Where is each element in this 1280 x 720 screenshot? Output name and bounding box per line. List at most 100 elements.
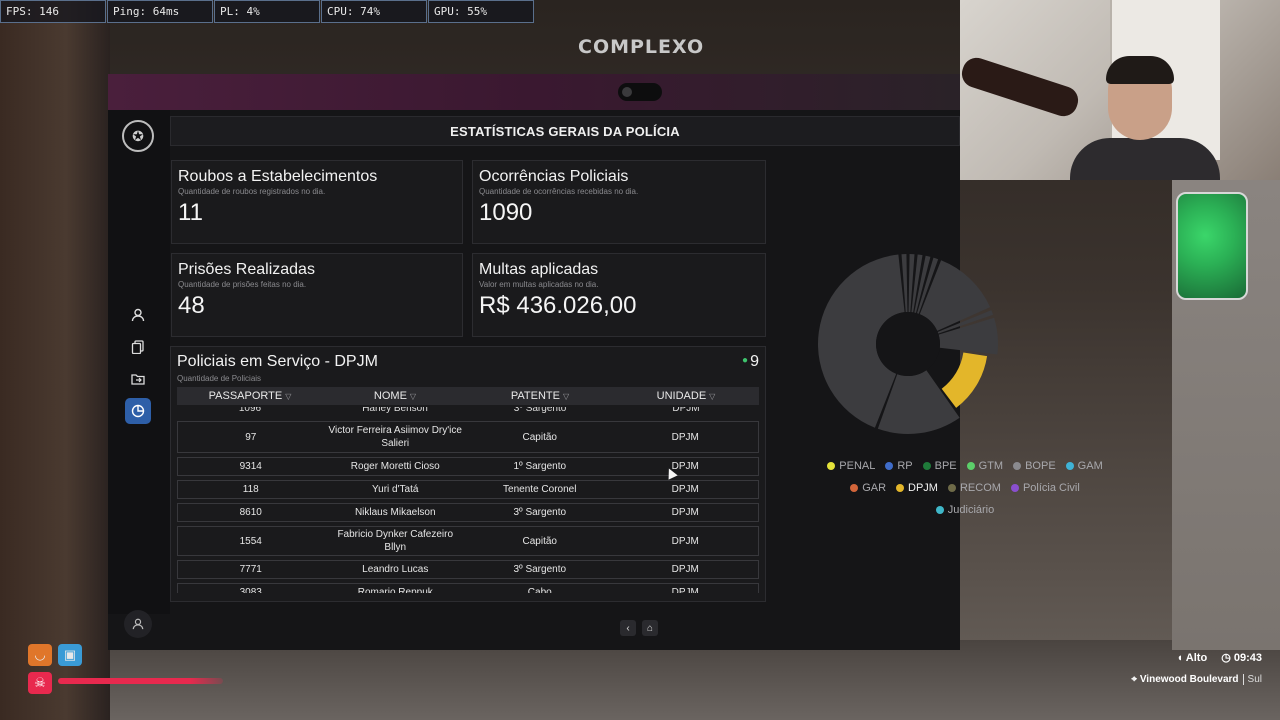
- column-header-name[interactable]: NOME ▽: [323, 390, 467, 402]
- webcam-person-body: [1070, 138, 1220, 180]
- column-header-passport[interactable]: PASSAPORTE ▽: [177, 390, 323, 402]
- stat-card-robberies: Roubos a Estabelecimentos Quantidade de …: [171, 160, 463, 244]
- legend-item-judiciário[interactable]: Judiciário: [935, 504, 994, 516]
- donut-slice-polícia-civil[interactable]: [818, 254, 905, 428]
- chevron-left-icon[interactable]: ‹: [620, 620, 636, 636]
- stat-subtitle: Quantidade de ocorrências recebidas no d…: [479, 187, 639, 196]
- table-row[interactable]: 1554 Fabricio Dynker Cafezeiro Bllyn Cap…: [177, 526, 759, 556]
- donut-slice-gtm[interactable]: [917, 257, 939, 314]
- column-header-rank[interactable]: PATENTE ▽: [467, 390, 613, 402]
- cell-name: Leandro Lucas: [362, 564, 429, 575]
- table-row[interactable]: 1096 Harley Benson 3º Sargento DPJM: [177, 407, 759, 417]
- profile-icon[interactable]: [124, 610, 152, 638]
- donut-slice-bpe[interactable]: [914, 255, 931, 314]
- legend-item-rp[interactable]: RP: [885, 460, 913, 472]
- legend-dot: [922, 462, 931, 470]
- stat-subtitle: Quantidade de roubos registrados no dia.: [178, 187, 326, 196]
- cell-unit: DPJM: [671, 587, 699, 593]
- table-row[interactable]: 7771 Leandro Lucas 3º Sargento DPJM: [177, 560, 759, 579]
- legend-item-polícia-civil[interactable]: Polícia Civil: [1010, 482, 1080, 494]
- legend-label: Polícia Civil: [1022, 482, 1080, 494]
- stat-title: Prisões Realizadas: [178, 261, 315, 278]
- cell-rank: Capitão: [522, 535, 557, 547]
- legend-label: GAM: [1077, 460, 1103, 472]
- officers-subtitle: Quantidade de Policiais: [177, 374, 262, 383]
- donut-slice-bope[interactable]: [919, 260, 991, 331]
- cell-unit: DPJM: [671, 507, 699, 518]
- stat-value: 11: [178, 199, 203, 226]
- officers-count: ● 9: [742, 353, 759, 371]
- filter-icon[interactable]: ▽: [709, 392, 716, 401]
- toggle-knob: [622, 87, 632, 97]
- cell-passport: 9314: [239, 461, 262, 472]
- donut-slice-judiciário[interactable]: [901, 254, 908, 313]
- legend-dot: [1013, 462, 1022, 470]
- stat-title: Roubos a Estabelecimentos: [178, 168, 378, 185]
- pie-chart-icon[interactable]: [125, 398, 151, 424]
- cell-rank: Capitão: [522, 431, 557, 443]
- stat-card-fines: Multas aplicadas Valor em multas aplicad…: [472, 253, 766, 337]
- units-donut-chart[interactable]: [808, 244, 1008, 444]
- packet-loss-readout: PL: 4%: [214, 0, 320, 23]
- table-header: PASSAPORTE ▽ NOME ▽ PATENTE ▽ UNIDADE ▽: [177, 387, 759, 405]
- copy-icon[interactable]: [125, 334, 151, 360]
- table-row[interactable]: 97 Victor Ferreira Asiimov Dry'ice Salie…: [177, 421, 759, 453]
- legend-item-dpjm[interactable]: DPJM: [896, 482, 938, 494]
- tablet-toggle[interactable]: [618, 83, 662, 101]
- stat-title: Ocorrências Policiais: [479, 168, 629, 185]
- legend-item-penal[interactable]: PENAL: [827, 460, 875, 472]
- cell-unit: DPJM: [671, 564, 699, 575]
- legend-dot: [947, 484, 956, 492]
- table-row[interactable]: 9314 Roger Moretti Cioso 1º Sargento DPJ…: [177, 457, 759, 476]
- legend-row: PENAL RP BPE GTM BOPE GAM: [820, 460, 1110, 472]
- cpu-readout: CPU: 74%: [321, 0, 427, 23]
- folder-transfer-icon[interactable]: [125, 366, 151, 392]
- officers-title: Policiais em Serviço - DPJM: [177, 353, 378, 370]
- cell-name: Yuri d'Tatá: [372, 484, 419, 495]
- table-row[interactable]: 8610 Niklaus Mikaelson 3º Sargento DPJM: [177, 503, 759, 522]
- donut-slice-gar[interactable]: [938, 317, 998, 355]
- voice-level-label: Alto: [1185, 651, 1208, 664]
- user-icon[interactable]: [125, 302, 151, 328]
- legend-item-bope[interactable]: BOPE: [1013, 460, 1056, 472]
- donut-slice-rp[interactable]: [911, 254, 923, 313]
- filter-icon[interactable]: ▽: [409, 392, 417, 401]
- legend-label: RECOM: [959, 482, 1001, 494]
- donut-slice-penal[interactable]: [908, 254, 915, 313]
- cell-name: Fabricio Dynker Cafezeiro Bllyn: [337, 529, 454, 553]
- filter-icon[interactable]: ▽: [285, 392, 292, 401]
- table-row[interactable]: 118 Yuri d'Tatá Tenente Coronel DPJM: [177, 480, 759, 499]
- legend-item-bpe[interactable]: BPE: [922, 460, 957, 472]
- officers-table-body[interactable]: 1096 Harley Benson 3º Sargento DPJM 97 V…: [177, 407, 759, 593]
- gpu-readout: GPU: 55%: [428, 0, 534, 23]
- column-header-unit[interactable]: UNIDADE ▽: [613, 390, 759, 402]
- officers-count-value: 9: [750, 353, 759, 370]
- home-icon[interactable]: ⌂: [642, 620, 658, 636]
- legend-label: DPJM: [908, 482, 938, 494]
- legend-item-gar[interactable]: GAR: [850, 482, 886, 494]
- legend-item-gam[interactable]: GAM: [1065, 460, 1103, 472]
- health-bar: [58, 678, 223, 684]
- legend-dot: [1065, 462, 1074, 470]
- cell-passport: 3083: [239, 587, 262, 593]
- legend-row: GAR DPJM RECOM Polícia Civil: [820, 482, 1110, 494]
- thirst-icon: ▣: [58, 644, 82, 666]
- server-brand-logo: COMPLEXO: [578, 36, 705, 58]
- cell-passport: 7771: [239, 564, 262, 575]
- donut-slice-dpjm[interactable]: [941, 352, 988, 408]
- cell-rank: 3º Sargento: [513, 564, 567, 575]
- decorative-jar: [1176, 192, 1248, 300]
- stat-value: 1090: [479, 199, 533, 226]
- legend-label: BOPE: [1025, 460, 1056, 472]
- legend-label: BPE: [934, 460, 957, 472]
- legend-item-gtm[interactable]: GTM: [966, 460, 1003, 472]
- webcam-mic-arm: [960, 54, 1082, 120]
- cell-unit: DPJM: [672, 407, 700, 414]
- tablet-top-bar: [108, 74, 960, 110]
- donut-slice-gam[interactable]: [937, 310, 994, 334]
- filter-icon[interactable]: ▽: [562, 392, 570, 401]
- donut-slice-recom[interactable]: [877, 370, 960, 434]
- legend-item-recom[interactable]: RECOM: [947, 482, 1001, 494]
- table-row[interactable]: 3083 Romario Reppuk Cabo DPJM: [177, 583, 759, 593]
- chart-legend: PENAL RP BPE GTM BOPE GAM GAR DPJM RECOM Polícia …: [820, 460, 1110, 526]
